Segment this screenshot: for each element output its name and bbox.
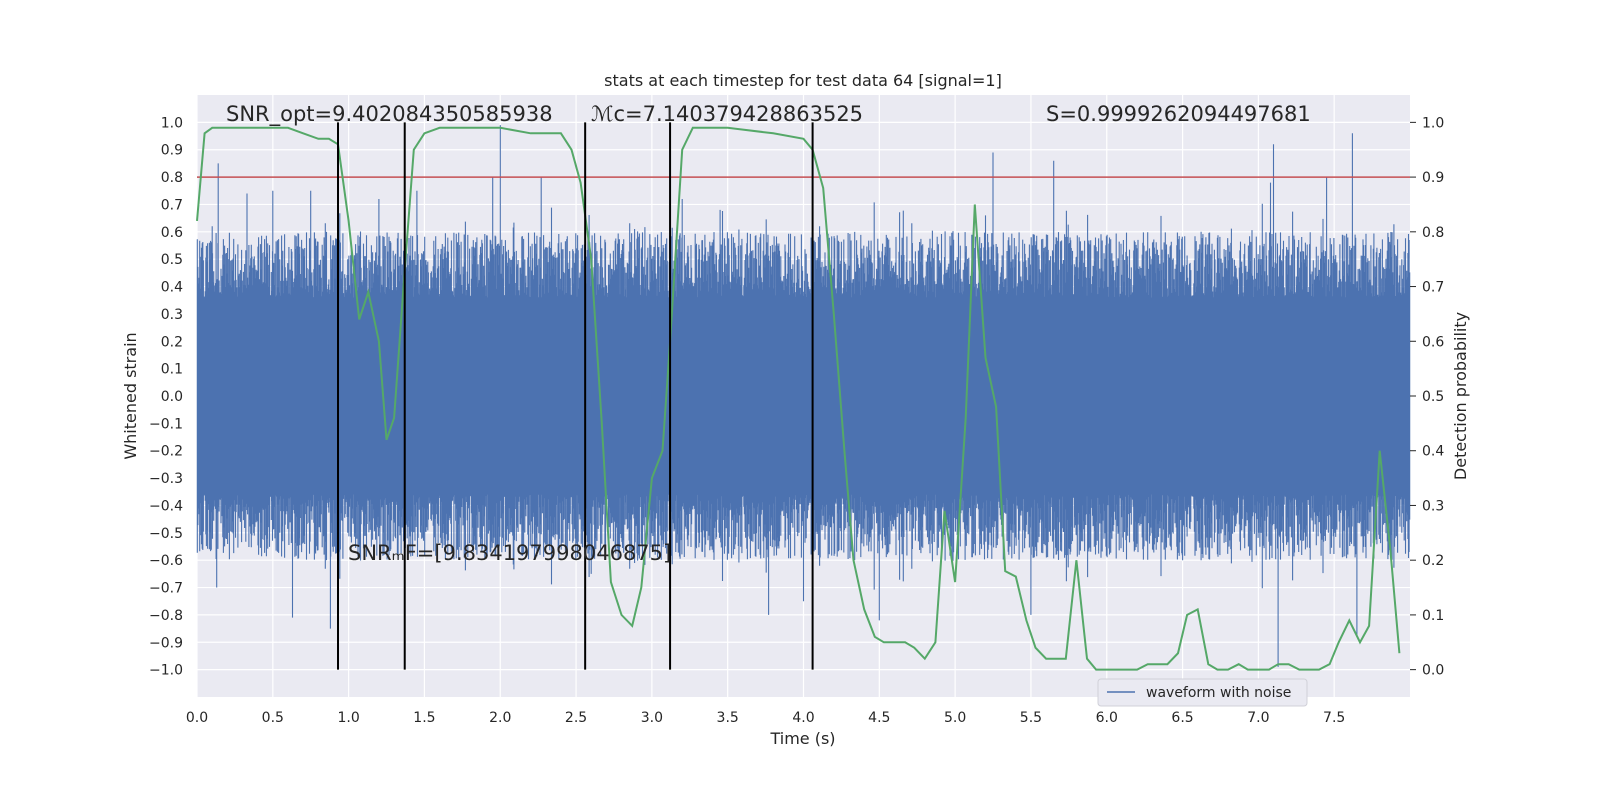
x-tick-label: 6.0 — [1096, 710, 1118, 726]
y-tick-label: −0.2 — [149, 444, 183, 460]
x-tick-label: 0.5 — [262, 710, 284, 726]
y-right-tick-label: 0.9 — [1422, 170, 1444, 186]
x-tick-label: 5.0 — [944, 710, 966, 726]
y-tick-label: −0.4 — [149, 498, 183, 514]
chart-title: stats at each timestep for test data 64 … — [604, 71, 1002, 90]
vertical-markers — [337, 122, 814, 670]
y-right-tick-label: 0.2 — [1422, 553, 1444, 569]
y-right-tick-label: 0.5 — [1422, 389, 1444, 405]
y-tick-label: −0.8 — [149, 608, 183, 624]
y-tick-label: 0.6 — [161, 225, 183, 241]
waveform-series — [196, 125, 1411, 667]
y-tick-label: 0.7 — [161, 197, 183, 213]
snr-mf-annotation: SNRₘF=[9.834197998046875] — [348, 541, 671, 565]
x-tick-label: 1.0 — [337, 710, 359, 726]
y-tick-label: −0.6 — [149, 553, 183, 569]
y-right-tick-label: 0.4 — [1422, 444, 1444, 460]
x-tick-label: 3.5 — [717, 710, 739, 726]
x-tick-label: 6.5 — [1171, 710, 1193, 726]
waveform-line — [196, 125, 1411, 667]
x-tick-label: 5.5 — [1020, 710, 1042, 726]
y-tick-label: 0.0 — [161, 389, 183, 405]
y-right-tick-label: 0.0 — [1422, 663, 1444, 679]
y-tick-label: 0.2 — [161, 334, 183, 350]
x-tick-label: 4.5 — [868, 710, 890, 726]
y-tick-label: −0.3 — [149, 471, 183, 487]
x-tick-label: 7.5 — [1323, 710, 1345, 726]
chirp-mass-annotation: ℳc=7.140379428863525 — [591, 102, 863, 126]
y-tick-label: −1.0 — [149, 663, 183, 679]
y-tick-label: 0.5 — [161, 252, 183, 268]
y-right-tick-label: 0.6 — [1422, 334, 1444, 350]
snr-opt-annotation: SNR_opt=9.402084350585938 — [226, 102, 553, 127]
x-tick-label: 4.0 — [792, 710, 814, 726]
y-tick-label: 0.9 — [161, 143, 183, 159]
y-tick-label: 0.3 — [161, 307, 183, 323]
s-annotation: S=0.9999262094497681 — [1046, 102, 1311, 126]
y-right-tick-label: 0.1 — [1422, 608, 1444, 624]
y-right-tick-label: 0.7 — [1422, 280, 1444, 296]
y-right-tick-labels: 1.0 0.9 0.8 0.7 0.6 0.5 0.4 0.3 0.2 0.1 0.0 — [1410, 115, 1444, 679]
x-tick-labels: 0.0 0.5 1.0 1.5 2.0 2.5 3.0 3.5 4.0 4.5 5.0 5.5 6.0 6… — [186, 710, 1345, 726]
y-tick-label: 1.0 — [161, 115, 183, 131]
y-tick-label: −0.5 — [149, 526, 183, 542]
legend-label: waveform with noise — [1146, 685, 1291, 701]
legend-box — [1097, 678, 1308, 707]
y-right-axis-label: Detection probability — [1451, 312, 1470, 480]
y-tick-label: −0.7 — [149, 581, 183, 597]
y-axis-label: Whitened strain — [121, 332, 140, 459]
x-tick-label: 2.0 — [489, 710, 511, 726]
y-tick-label: 0.4 — [161, 280, 183, 296]
x-axis-label: Time (s) — [769, 729, 835, 748]
y-tick-label: 0.1 — [161, 362, 183, 378]
x-tick-label: 3.0 — [641, 710, 663, 726]
y-tick-label: −0.1 — [149, 416, 183, 432]
y-tick-label: −0.9 — [149, 635, 183, 651]
y-right-tick-label: 0.8 — [1422, 225, 1444, 241]
legend: waveform with noise — [1097, 678, 1308, 707]
x-tick-label: 0.0 — [186, 710, 208, 726]
x-tick-label: 2.5 — [565, 710, 587, 726]
x-tick-label: 7.0 — [1247, 710, 1269, 726]
y-tick-label: 0.8 — [161, 170, 183, 186]
y-right-tick-label: 0.3 — [1422, 498, 1444, 514]
x-tick-label: 1.5 — [413, 710, 435, 726]
y-tick-labels: 1.0 0.9 0.8 0.7 0.6 0.5 0.4 0.3 0.2 0.1 0.0 −0.1 −0.… — [149, 115, 183, 678]
probability-series — [196, 126, 1401, 671]
y-right-tick-label: 1.0 — [1422, 115, 1444, 131]
probability-line — [196, 126, 1401, 671]
